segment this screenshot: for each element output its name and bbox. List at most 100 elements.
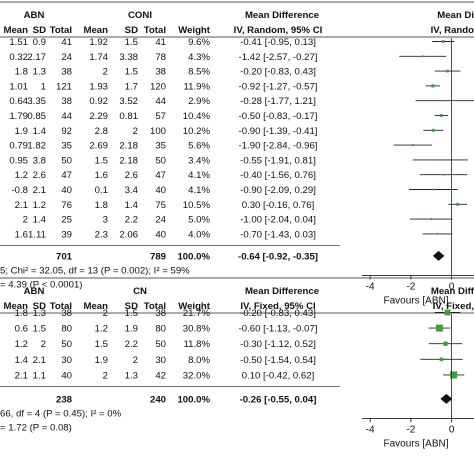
panel1-row-10-weight: 4.1% [188, 170, 210, 181]
panel1-row-12-weight: 10.5% [183, 200, 211, 211]
panel1-row-7-ctrl-total: 100 [150, 126, 166, 137]
panel1-row-4-exp-total: 121 [56, 81, 72, 92]
panel1-row-4-weight: 11.9% [184, 81, 211, 92]
panel1-row-7-exp-total: 92 [61, 126, 72, 137]
panel2-row-1-ctrl-mean: 2 [103, 308, 108, 319]
panel1-total-exp-n: 701 [56, 251, 73, 262]
panel2-heterogeneity-text: 66, df = 4 (P = 0.45); I² = 0% [0, 408, 122, 419]
panel1-row-13-ctrl-total: 24 [155, 215, 166, 226]
panel1-row-5-exp-mean: 0.64 [9, 96, 28, 107]
panel1-row-5-ci-text: -0.28 [-1.77, 1.21] [240, 96, 316, 107]
panel1-row-2-ci-text: -1.42 [-2.57, -0.27] [239, 52, 318, 63]
panel2-row-3-ctrl-total: 50 [155, 339, 166, 350]
panel2-col-header-ctrl-total: Total [144, 301, 166, 312]
panel1-row-14-exp-mean: 1.6 [15, 229, 28, 240]
panel2-x-tick-label-0: -4 [366, 424, 375, 435]
panel1-row-14-ctrl-mean: 2.3 [95, 229, 108, 240]
panel2-row-4-ctrl-sd: 2 [133, 355, 138, 366]
panel2-pooled-diamond [440, 393, 453, 404]
panel1-row-4-ctrl-total: 120 [150, 81, 166, 92]
panel1-row-7-exp-mean: 1.9 [15, 126, 28, 137]
panel2-col-header-exp-mean: Mean [3, 301, 28, 312]
panel1-row-12-exp-sd: 1.2 [33, 200, 46, 211]
panel1-row-10-estimate-marker [442, 173, 445, 176]
panel1-row-10-exp-mean: 1.2 [15, 170, 28, 181]
panel1-row-2-ctrl-mean: 1.74 [89, 52, 108, 63]
panel1-x-tick-label-2: 0 [449, 281, 455, 292]
panel1-row-6-ctrl-mean: 2.29 [89, 111, 108, 122]
panel1-favours-label: Favours [ABN] [383, 295, 448, 306]
panel1-row-9-exp-sd: 3.8 [33, 155, 46, 166]
panel1-row-10-ci-text: -0.40 [-1.56, 0.76] [240, 170, 316, 181]
panel1-row-2-ctrl-total: 78 [155, 52, 166, 63]
panel1-row-11-ctrl-mean: 0.1 [95, 185, 108, 196]
panel1-row-13-exp-total: 25 [61, 215, 72, 226]
panel2-effect-header: Mean Difference [245, 286, 319, 297]
panel1-row-8-exp-total: 35 [61, 141, 72, 152]
panel1-row-11-exp-mean: -0.8 [11, 185, 28, 196]
panel1-row-6-ci-text: -0.50 [-0.83, -0.17] [239, 111, 318, 122]
panel1-row-9-exp-mean: 0.95 [9, 155, 28, 166]
panel1-row-5-estimate-marker [445, 99, 447, 102]
panel1-row-4-estimate-marker [431, 84, 435, 88]
panel1-row-9-weight: 3.4% [188, 155, 210, 166]
panel1-row-10-ctrl-sd: 2.6 [125, 170, 138, 181]
panel2-row-5-exp-mean: 2.1 [15, 370, 28, 381]
panel2-row-2-weight: 30.8% [183, 324, 211, 335]
panel1-ctrl-group-header: CONI [128, 10, 152, 21]
panel1-pooled-diamond [432, 250, 445, 261]
panel1-row-6-ctrl-sd: 0.81 [119, 111, 138, 122]
panel1-row-3-ctrl-mean: 2 [103, 67, 108, 78]
panel1-row-11-weight: 4.1% [188, 185, 210, 196]
panel1-row-9-estimate-marker [439, 159, 442, 161]
panel1-col-header-exp-sd: SD [33, 25, 46, 36]
panel2-row-2-exp-total: 80 [61, 324, 72, 335]
panel1-row-8-exp-mean: 0.79 [9, 141, 28, 152]
panel1-row-12-estimate-marker [456, 202, 460, 206]
panel2-col-header-plot: IV, Fixed, [433, 301, 474, 312]
panel1-row-7-ctrl-sd: 2 [133, 126, 138, 137]
panel1-row-7-weight: 10.2% [183, 126, 211, 137]
panel1-row-3-exp-total: 38 [61, 67, 72, 78]
panel1-row-9-ctrl-mean: 1.5 [95, 155, 108, 166]
panel2-row-4-estimate-marker [439, 357, 444, 362]
panel1-exp-group-header: ABN [24, 10, 45, 21]
panel1-row-13-weight: 5.0% [188, 215, 210, 226]
panel1-row-11-exp-total: 40 [61, 185, 72, 196]
panel1-row-4-ctrl-mean: 1.93 [89, 81, 108, 92]
panel1-row-3-ctrl-total: 38 [155, 67, 166, 78]
panel1-col-header-ctrl-total: Total [144, 25, 166, 36]
panel1-total-weight: 100.0% [177, 251, 210, 262]
panel1-row-5-exp-total: 38 [61, 96, 72, 107]
panel1-row-14-ci-text: -0.70 [-1.43, 0.03] [240, 229, 316, 240]
panel2-favours-label: Favours [ABN] [383, 438, 448, 449]
panel1-row-14-ctrl-sd: 2.06 [119, 229, 138, 240]
panel1-row-3-estimate-marker [446, 69, 449, 73]
panel2-col-header-ctrl-mean: Mean [83, 301, 108, 312]
panel1-row-9-ci-text: -0.55 [-1.91, 0.81] [240, 155, 316, 166]
panel1-row-5-weight: 2.9% [188, 96, 210, 107]
panel1-col-header-exp-mean: Mean [3, 25, 28, 36]
panel2-row-5-weight: 32.0% [183, 370, 211, 381]
panel2-col-header-exp-sd: SD [33, 301, 46, 312]
panel1-row-14-estimate-marker [436, 233, 439, 235]
panel1-row-9-ctrl-total: 50 [155, 155, 166, 166]
panel1-row-8-ctrl-mean: 2.69 [89, 141, 108, 152]
panel2-row-2-ctrl-mean: 1.2 [95, 324, 108, 335]
panel2-row-3-ctrl-mean: 1.5 [95, 339, 108, 350]
panel1-row-1-ctrl-sd: 1.5 [125, 37, 138, 48]
panel1-row-3-exp-sd: 1.3 [33, 67, 46, 78]
panel1-col-header-ctrl-mean: Mean [83, 25, 108, 36]
panel2-row-2-ctrl-total: 80 [155, 324, 166, 335]
panel1-row-4-exp-mean: 1.01 [9, 81, 28, 92]
panel2-row-5-exp-sd: 1.1 [33, 370, 46, 381]
panel1-row-8-ctrl-sd: 2.18 [119, 141, 138, 152]
panel1-row-4-ci-text: -0.92 [-1.27, -0.57] [239, 81, 318, 92]
panel2-row-2-ci-text: -0.60 [-1.13, -0.07] [239, 324, 318, 335]
panel2-row-4-ctrl-mean: 1.9 [95, 355, 108, 366]
panel1-row-1-exp-total: 41 [61, 37, 72, 48]
panel1-row-2-exp-total: 24 [61, 52, 72, 63]
panel1-total-ci-text: -0.64 [-0.92, -0.35] [238, 251, 318, 262]
panel1-row-8-weight: 5.6% [188, 141, 210, 152]
